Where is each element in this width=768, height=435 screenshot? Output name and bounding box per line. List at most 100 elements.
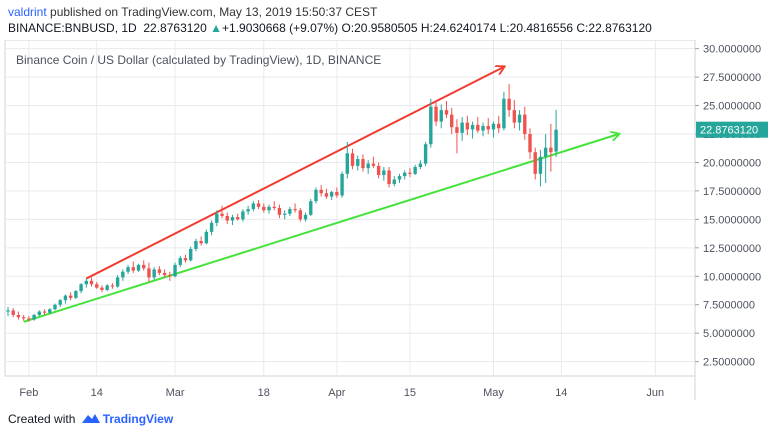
candle-body [523, 114, 527, 135]
candle [178, 255, 182, 268]
candle [319, 185, 323, 197]
candle [262, 203, 266, 213]
candle-body [272, 206, 276, 208]
support-trendline[interactable] [23, 134, 619, 323]
low-value: 20.4816556 [509, 21, 574, 35]
candle-body [53, 304, 57, 310]
tradingview-brand[interactable]: TradingView [102, 412, 174, 426]
candle-body [496, 123, 501, 129]
candle-body [298, 210, 303, 220]
candle-body [262, 206, 266, 211]
candle-body [335, 192, 339, 196]
candle-body [314, 189, 318, 202]
candle-body [444, 110, 449, 115]
candle [48, 308, 52, 314]
candle-body [533, 152, 537, 174]
candle [131, 261, 135, 273]
candle-body [543, 147, 548, 157]
candle-body [319, 189, 323, 194]
candle-body [429, 106, 433, 145]
candle-body [241, 211, 245, 220]
y-tick-label: 7.5000000 [703, 300, 755, 312]
candle-body [324, 193, 329, 197]
candle-body [131, 267, 135, 271]
candle-body [549, 147, 553, 153]
candle-body [382, 170, 386, 175]
candle-body [256, 203, 261, 207]
open-label: O: [341, 21, 355, 35]
candle [450, 107, 454, 135]
candle-body [350, 153, 355, 166]
y-tick-label: 25.0000000 [703, 101, 761, 113]
candle [350, 148, 355, 170]
candle-body [267, 206, 271, 211]
candle [230, 214, 235, 226]
last-price-label: 22.8763120 [696, 121, 768, 138]
candle-body [450, 114, 454, 128]
candle-body [42, 311, 47, 313]
candle-body [105, 285, 109, 290]
candle-body [32, 314, 36, 320]
candle-body [538, 156, 543, 174]
candle-body [371, 163, 376, 166]
candle-body [142, 264, 146, 269]
author-link[interactable]: valdrint [8, 5, 47, 19]
candle [303, 212, 308, 222]
candle-body [507, 98, 511, 111]
publish-line: valdrint published on TradingView.com, M… [8, 5, 377, 19]
plot-frame [4, 40, 696, 377]
candle [220, 205, 224, 219]
candle [126, 264, 130, 275]
candle [549, 123, 553, 172]
candle [115, 275, 120, 288]
candle [533, 147, 537, 180]
candle-body [481, 126, 485, 131]
symbol-label: BINANCE:BNBUSD, 1D [8, 21, 137, 35]
candle [314, 187, 318, 204]
resistance-trendline[interactable] [85, 67, 504, 280]
candle-body [189, 248, 193, 261]
candle [481, 122, 485, 137]
candle [324, 188, 329, 199]
candle [168, 271, 172, 281]
candle [387, 167, 391, 188]
candle-body [408, 172, 412, 174]
candle [246, 205, 250, 215]
candle [502, 91, 506, 131]
candle [241, 209, 245, 222]
candle-body [215, 213, 219, 223]
candle-body [460, 122, 464, 133]
candle-body [465, 122, 470, 130]
candles [6, 83, 558, 322]
candle [37, 310, 42, 317]
candle [11, 308, 15, 318]
candle [89, 277, 94, 287]
candle [277, 204, 282, 219]
high-label: H: [420, 21, 433, 35]
candle-body [147, 268, 151, 278]
ohlc-line: BINANCE:BNBUSD, 1D 22.8763120 ▲+1.903066… [8, 21, 652, 35]
candle-body [434, 106, 438, 122]
candle [486, 118, 490, 135]
candle-body [199, 240, 203, 244]
candle-body [152, 269, 156, 278]
candle [538, 149, 543, 187]
candle-body [486, 126, 490, 130]
candle-body [157, 269, 162, 273]
candle-body [16, 314, 21, 318]
candle [84, 278, 88, 288]
x-tick-label: 14 [555, 387, 567, 399]
candle-body [356, 159, 360, 166]
candle [361, 154, 365, 172]
candle [152, 267, 156, 280]
candle [356, 155, 360, 171]
candle-body [68, 295, 73, 298]
candle [444, 100, 449, 119]
x-tick-label: 18 [258, 387, 270, 399]
candle [225, 212, 229, 224]
candle [251, 201, 256, 212]
trendlines[interactable] [23, 67, 619, 323]
price-chart[interactable]: 30.000000027.500000025.000000022.5000000… [0, 40, 768, 400]
candle [371, 156, 376, 169]
candle [209, 220, 214, 236]
